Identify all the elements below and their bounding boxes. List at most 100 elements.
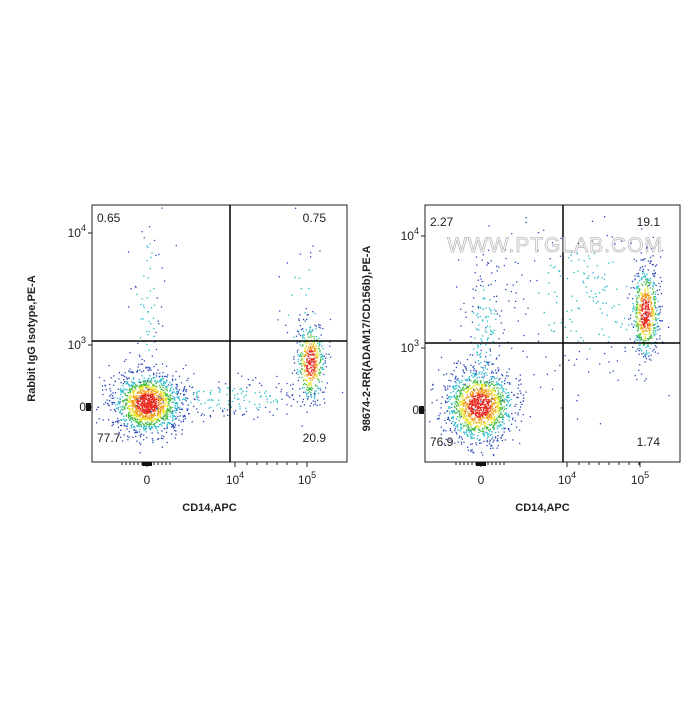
event-dot xyxy=(478,409,481,412)
event-dot xyxy=(473,370,475,372)
event-dot xyxy=(470,429,472,432)
event-dot xyxy=(307,370,309,372)
event-dot xyxy=(459,387,461,389)
event-dot xyxy=(506,396,508,399)
event-dot xyxy=(474,410,477,412)
event-dot xyxy=(475,285,478,288)
event-dot xyxy=(209,392,211,394)
tick-label: 104 xyxy=(68,223,86,240)
event-dot xyxy=(482,430,484,433)
event-dot xyxy=(179,406,181,409)
event-dot xyxy=(504,249,506,251)
event-dot xyxy=(644,258,646,260)
event-dot xyxy=(502,394,504,396)
event-dot xyxy=(638,275,640,278)
event-dot xyxy=(648,331,650,333)
event-dot xyxy=(472,372,474,374)
event-dot xyxy=(641,331,643,333)
event-dot xyxy=(513,394,515,396)
event-dot xyxy=(440,402,442,405)
event-dot xyxy=(636,304,638,306)
event-dot xyxy=(486,320,489,322)
event-dot xyxy=(129,398,131,400)
event-dot xyxy=(160,392,163,395)
event-dot xyxy=(480,278,482,280)
event-dot xyxy=(143,394,145,396)
event-dot xyxy=(474,400,476,403)
event-dot xyxy=(644,304,646,306)
event-dot xyxy=(464,388,466,390)
event-dot xyxy=(640,252,642,254)
event-dot xyxy=(473,452,475,454)
event-dot xyxy=(457,389,459,391)
event-dot xyxy=(313,366,316,368)
event-dot xyxy=(496,419,499,422)
event-dot xyxy=(120,382,122,384)
event-dot xyxy=(477,397,479,399)
event-dot xyxy=(466,419,468,421)
event-dot xyxy=(497,407,499,409)
event-dot xyxy=(147,404,150,406)
event-dot xyxy=(449,398,451,400)
event-dot xyxy=(163,405,166,407)
event-dot xyxy=(146,297,148,299)
event-dot xyxy=(159,384,161,387)
event-dot xyxy=(321,368,323,370)
event-dot xyxy=(174,407,176,409)
event-dot xyxy=(465,366,467,368)
event-dot xyxy=(181,402,183,404)
event-dot xyxy=(463,302,465,305)
event-dot xyxy=(155,381,157,384)
event-dot xyxy=(164,388,166,390)
event-dot xyxy=(481,385,483,387)
event-dot xyxy=(153,400,155,402)
event-dot xyxy=(276,400,278,402)
event-dot xyxy=(306,358,308,360)
event-dot xyxy=(495,436,497,438)
event-dot xyxy=(313,373,315,376)
event-dot xyxy=(146,411,148,413)
event-dot xyxy=(162,410,164,412)
event-dot xyxy=(647,316,650,318)
event-dot xyxy=(140,386,142,388)
event-dot xyxy=(450,402,452,405)
event-dot xyxy=(497,397,500,400)
event-dot xyxy=(460,441,463,443)
event-dot xyxy=(489,406,491,408)
quadrant-percent: 1.74 xyxy=(637,435,661,449)
event-dot xyxy=(645,296,648,298)
event-dot xyxy=(312,353,314,355)
event-dot xyxy=(310,350,312,352)
event-dot xyxy=(167,404,170,406)
event-dot xyxy=(490,400,492,403)
event-dot xyxy=(488,443,491,445)
event-dot xyxy=(481,412,483,414)
event-dot xyxy=(153,384,155,386)
event-dot xyxy=(642,259,644,261)
event-dot xyxy=(151,394,153,396)
event-dot xyxy=(483,413,486,415)
event-dot xyxy=(647,319,649,321)
event-dot xyxy=(164,412,166,414)
event-dot xyxy=(140,363,142,365)
event-dot xyxy=(462,370,464,372)
event-dot xyxy=(463,405,465,407)
event-dot xyxy=(129,393,131,395)
event-dot xyxy=(135,408,137,410)
event-dot xyxy=(151,396,153,398)
event-dot xyxy=(499,410,501,412)
event-dot xyxy=(480,284,482,287)
event-dot xyxy=(135,398,137,400)
event-dot xyxy=(142,389,144,392)
event-dot xyxy=(498,409,500,411)
event-dot xyxy=(310,334,312,336)
event-dot xyxy=(300,288,302,290)
event-dot xyxy=(124,381,126,383)
event-dot xyxy=(183,416,185,418)
event-dot xyxy=(144,401,146,403)
event-dot xyxy=(478,354,481,356)
event-dot xyxy=(182,403,184,405)
event-dot xyxy=(480,398,482,401)
event-dot xyxy=(147,411,149,414)
